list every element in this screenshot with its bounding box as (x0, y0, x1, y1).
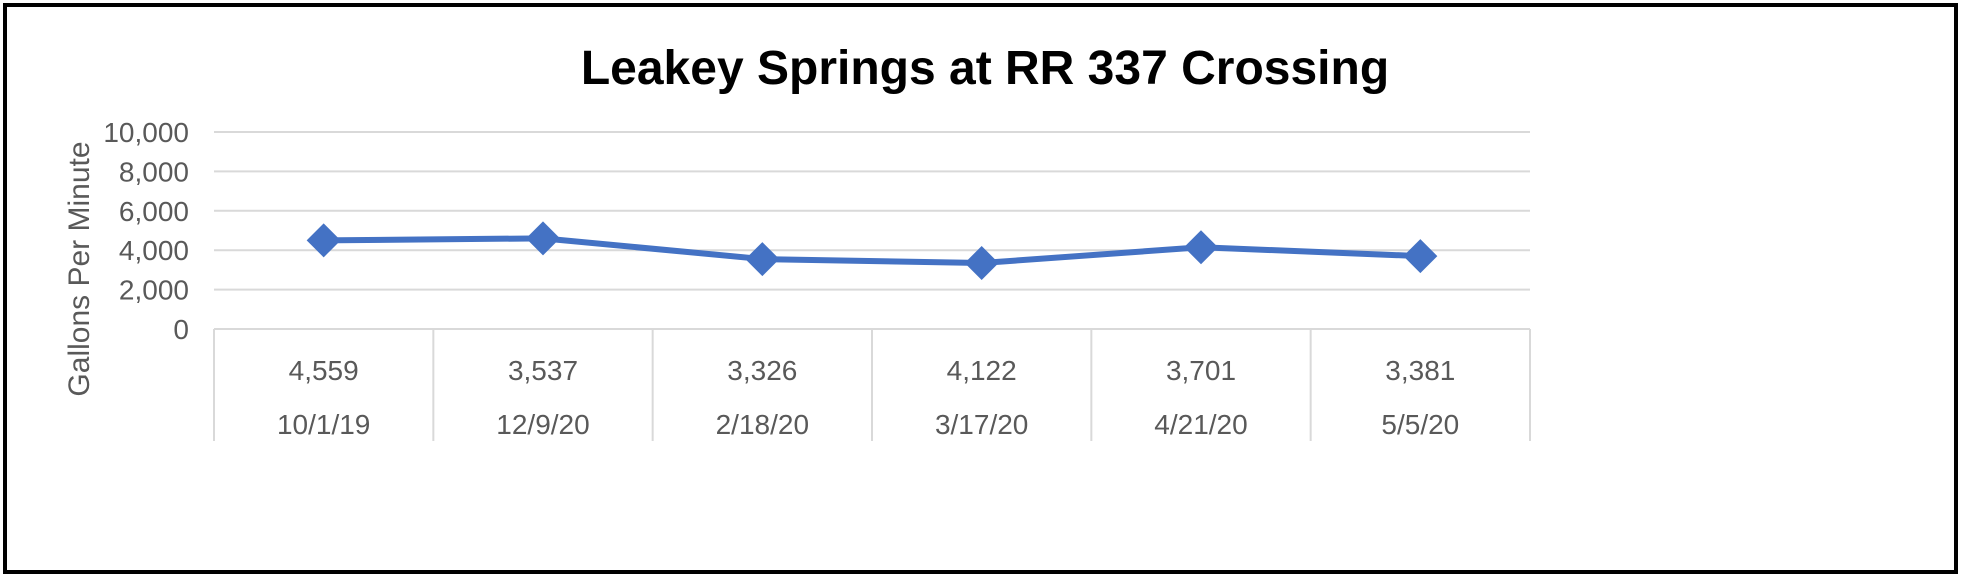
gridlines (214, 131, 1530, 330)
x-category-label: 12/9/20 (496, 409, 589, 440)
y-tick-label: 4,000 (119, 235, 189, 266)
data-table-value: 3,537 (508, 355, 578, 386)
line-chart: Leakey Springs at RR 337 Crossing Gallon… (63, 42, 1531, 441)
y-tick-labels: 0 2,000 4,000 6,000 8,000 10,000 (103, 117, 189, 345)
series-line (306, 221, 1438, 281)
data-point-marker (964, 246, 999, 281)
data-point-marker (306, 223, 341, 258)
x-category-label: 4/21/20 (1154, 409, 1247, 440)
data-table-value: 3,701 (1166, 355, 1236, 386)
data-table-value: 4,122 (947, 355, 1017, 386)
data-point-marker (1184, 230, 1218, 265)
data-table: 4,559 10/1/19 3,537 12/9/20 3,326 2/18/20 4,12… (213, 329, 1531, 441)
data-point-marker (526, 221, 560, 256)
series-line-path (320, 235, 1424, 267)
x-category-label: 2/18/20 (716, 409, 809, 440)
chart-frame: Leakey Springs at RR 337 Crossing Gallon… (3, 3, 1958, 574)
chart-title: Leakey Springs at RR 337 Crossing (581, 42, 1389, 95)
y-tick-label: 6,000 (119, 196, 189, 227)
data-point-marker (1403, 239, 1438, 274)
data-table-value: 4,559 (289, 355, 359, 386)
y-tick-label: 2,000 (119, 275, 189, 306)
data-table-value: 3,326 (727, 355, 797, 386)
y-tick-label: 10,000 (103, 117, 189, 148)
x-category-label: 3/17/20 (935, 409, 1028, 440)
data-table-value: 3,381 (1385, 355, 1455, 386)
data-point-marker (745, 242, 780, 277)
x-category-label: 5/5/20 (1381, 409, 1459, 440)
y-tick-label: 0 (173, 314, 189, 345)
x-category-label: 10/1/19 (277, 409, 370, 440)
y-axis-label: Gallons Per Minute (63, 141, 96, 396)
y-tick-label: 8,000 (119, 156, 189, 187)
